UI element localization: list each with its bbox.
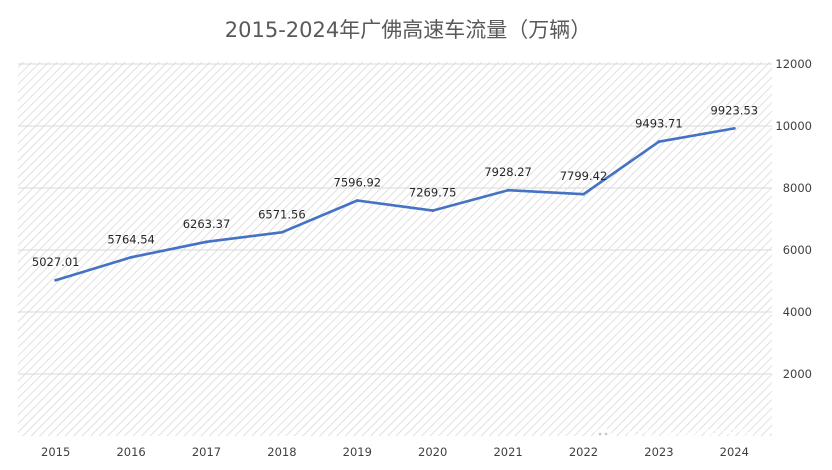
data-label: 7928.27 bbox=[484, 165, 532, 179]
y-axis-ticks: 2000 4000 6000 8000 10000 12000 bbox=[775, 57, 812, 381]
x-tick-label: 2019 bbox=[343, 445, 372, 459]
data-label: 7269.75 bbox=[409, 186, 457, 200]
y-tick-label: 4000 bbox=[783, 305, 812, 319]
x-tick-label: 2016 bbox=[116, 445, 145, 459]
data-label: 6571.56 bbox=[258, 207, 306, 221]
x-tick-label: 2015 bbox=[41, 445, 70, 459]
y-tick-label: 8000 bbox=[783, 181, 812, 195]
x-tick-label: 2023 bbox=[644, 445, 673, 459]
data-point bbox=[506, 188, 510, 192]
x-axis-ticks: 2015 2016 2017 2018 2019 2020 2021 2022 2023 2024 bbox=[41, 445, 749, 459]
x-tick-label: 2017 bbox=[192, 445, 221, 459]
y-tick-label: 12000 bbox=[775, 57, 812, 71]
data-label: 7596.92 bbox=[334, 175, 382, 189]
data-labels: 5027.01 5764.54 6263.37 6571.56 7596.92 7269.… bbox=[32, 103, 758, 269]
data-point bbox=[657, 140, 661, 144]
data-point bbox=[280, 230, 284, 234]
watermark: 知乎 @峰哥讲财 bbox=[594, 428, 756, 449]
x-tick-label: 2021 bbox=[493, 445, 522, 459]
x-tick-label: 2018 bbox=[267, 445, 296, 459]
data-point bbox=[582, 192, 585, 196]
data-label: 9923.53 bbox=[711, 103, 759, 117]
chart-title: 2015-2024年广佛高速车流量（万辆） bbox=[225, 18, 591, 42]
data-point bbox=[54, 278, 58, 282]
data-label: 5027.01 bbox=[32, 255, 80, 269]
gridlines bbox=[18, 63, 772, 375]
series-line bbox=[54, 127, 736, 282]
data-label: 6263.37 bbox=[183, 217, 231, 231]
data-label: 7799.42 bbox=[560, 169, 608, 183]
data-label: 5764.54 bbox=[107, 232, 155, 246]
data-point bbox=[129, 255, 133, 259]
y-tick-label: 2000 bbox=[783, 367, 812, 381]
series-group bbox=[54, 126, 736, 282]
wechat-icon bbox=[594, 428, 621, 449]
x-tick-label: 2020 bbox=[418, 445, 447, 459]
data-point bbox=[205, 240, 208, 244]
data-point bbox=[732, 126, 736, 130]
data-point bbox=[355, 199, 359, 202]
y-tick-label: 6000 bbox=[783, 243, 812, 257]
data-point bbox=[431, 209, 435, 213]
watermark-text: 知乎 @峰哥讲财 bbox=[624, 428, 756, 449]
x-tick-label: 2022 bbox=[569, 445, 598, 459]
data-label: 9493.71 bbox=[635, 117, 683, 131]
x-tick-label: 2024 bbox=[720, 445, 749, 459]
y-tick-label: 10000 bbox=[775, 119, 812, 133]
